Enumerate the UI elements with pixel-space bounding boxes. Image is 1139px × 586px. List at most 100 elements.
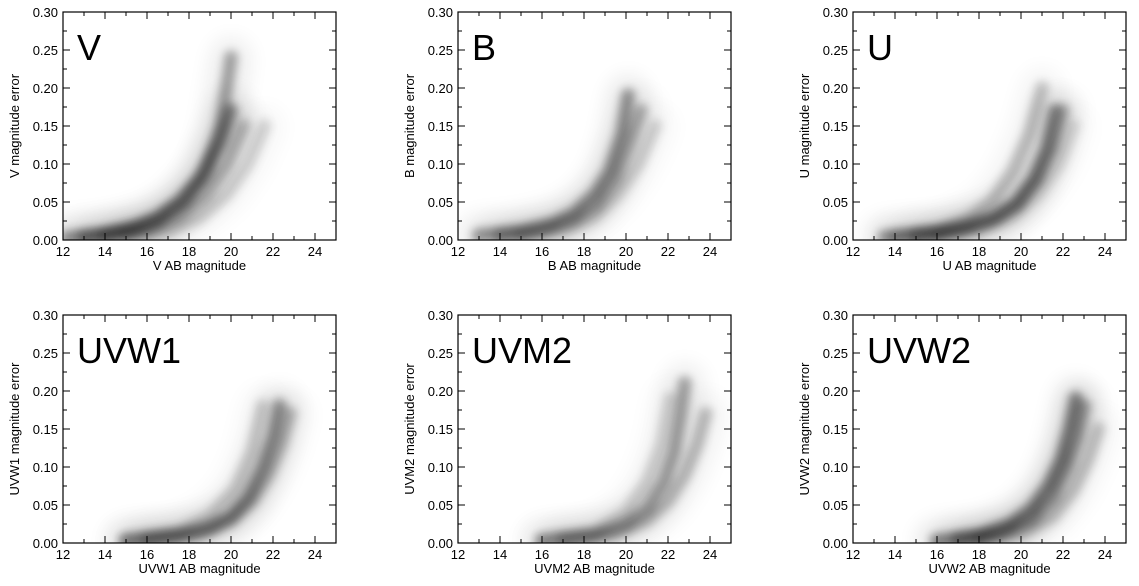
y-tick-label: 0.10 <box>33 157 58 172</box>
x-axis-title: UVW1 AB magnitude <box>138 561 260 576</box>
y-axis-title: V magnitude error <box>7 73 22 178</box>
x-tick-label: 14 <box>493 547 507 562</box>
y-tick-label: 0.05 <box>823 195 848 210</box>
y-tick-label: 0.05 <box>428 498 453 513</box>
x-axis-title: UVW2 AB magnitude <box>928 561 1050 576</box>
x-tick-label: 20 <box>1014 547 1028 562</box>
y-tick-label: 0.05 <box>823 498 848 513</box>
y-tick-label: 0.25 <box>823 346 848 361</box>
x-axis-title: V AB magnitude <box>153 258 246 273</box>
y-tick-label: 0.20 <box>428 81 453 96</box>
density-core-u-3 <box>934 123 1076 240</box>
y-tick-label: 0.05 <box>33 498 58 513</box>
x-tick-label: 24 <box>308 244 322 259</box>
y-axis-title: B magnitude error <box>402 73 417 178</box>
density-core-uvm2-2 <box>539 396 673 543</box>
y-axis-title: UVM2 magnitude error <box>402 363 417 495</box>
y-tick-label: 0.25 <box>428 346 453 361</box>
y-tick-label: 0.20 <box>823 81 848 96</box>
x-tick-label: 22 <box>266 547 280 562</box>
panel-b: 12 14 16 18 20 22 24 0.00 0.05 0.10 0.15 0.20 0.25 0.… <box>402 5 732 273</box>
x-tick-label: 20 <box>1014 244 1028 259</box>
band-label: UVW2 <box>867 330 971 371</box>
density-core-v-3 <box>123 123 268 240</box>
y-tick-label: 0.30 <box>33 308 58 323</box>
y-tick-label: 0.30 <box>428 5 453 20</box>
density-uvw2 <box>917 378 1119 543</box>
x-tick-label: 20 <box>619 244 633 259</box>
panel-uvw1: 12 14 16 18 20 22 24 0.00 0.05 0.10 0.15 0.20 0.25 0.… <box>7 308 337 576</box>
density-core-uvw1-1 <box>144 411 293 543</box>
x-axis-title: U AB magnitude <box>943 258 1037 273</box>
y-tick-label: 0.05 <box>428 195 453 210</box>
y-tick-label: 0.00 <box>33 233 58 248</box>
y-tick-label: 0.05 <box>33 195 58 210</box>
x-tick-label: 24 <box>703 244 717 259</box>
x-tick-label: 14 <box>493 244 507 259</box>
x-tick-label: 12 <box>56 547 70 562</box>
y-axis-title: U magnitude error <box>797 73 812 178</box>
band-label: UVW1 <box>77 330 181 371</box>
y-tick-label: 0.25 <box>428 43 453 58</box>
x-tick-label: 14 <box>98 244 112 259</box>
y-tick-label: 0.15 <box>33 422 58 437</box>
y-tick-label: 0.15 <box>823 119 848 134</box>
x-tick-label: 24 <box>703 547 717 562</box>
y-tick-label: 0.00 <box>428 233 453 248</box>
y-tick-label: 0.15 <box>428 422 453 437</box>
y-tick-label: 0.30 <box>428 308 453 323</box>
x-tick-label: 12 <box>451 547 465 562</box>
x-tick-label: 22 <box>661 547 675 562</box>
y-axis-title: UVW1 magnitude error <box>7 362 22 496</box>
x-tick-label: 12 <box>846 244 860 259</box>
y-tick-label: 0.00 <box>428 536 453 551</box>
x-tick-label: 14 <box>888 547 902 562</box>
x-tick-label: 18 <box>577 244 591 259</box>
x-tick-label: 20 <box>619 547 633 562</box>
x-tick-label: 12 <box>451 244 465 259</box>
x-tick-label: 24 <box>308 547 322 562</box>
y-tick-label: 0.00 <box>823 233 848 248</box>
x-tick-label: 22 <box>661 244 675 259</box>
y-tick-label: 0.30 <box>33 5 58 20</box>
x-axis-title: B AB magnitude <box>548 258 641 273</box>
y-tick-label: 0.10 <box>33 460 58 475</box>
x-tick-label: 20 <box>224 547 238 562</box>
x-tick-label: 16 <box>535 244 549 259</box>
y-tick-label: 0.10 <box>823 460 848 475</box>
density-uvm2 <box>522 363 726 543</box>
y-tick-label: 0.30 <box>823 308 848 323</box>
density-core-b-2 <box>518 123 658 240</box>
y-tick-label: 0.15 <box>823 422 848 437</box>
y-tick-label: 0.15 <box>428 119 453 134</box>
y-tick-label: 0.25 <box>823 43 848 58</box>
y-tick-label: 0.00 <box>823 536 848 551</box>
density-b <box>459 75 664 240</box>
panel-uvw2: 12 14 16 18 20 22 24 0.00 0.05 0.10 0.15 0.20 0.25 0.… <box>797 308 1127 576</box>
density-uvw1 <box>106 386 310 543</box>
x-tick-label: 18 <box>972 547 986 562</box>
y-tick-label: 0.20 <box>33 384 58 399</box>
density-u <box>864 68 1083 240</box>
x-tick-label: 16 <box>930 244 944 259</box>
y-tick-label: 0.25 <box>33 43 58 58</box>
x-tick-label: 24 <box>1098 547 1112 562</box>
x-tick-label: 18 <box>182 244 196 259</box>
density-core-uvw1-2 <box>123 403 265 543</box>
x-tick-label: 22 <box>1056 244 1070 259</box>
y-tick-label: 0.20 <box>428 384 453 399</box>
y-tick-label: 0.10 <box>823 157 848 172</box>
y-tick-label: 0.30 <box>823 5 848 20</box>
y-axis-title: UVW2 magnitude error <box>797 362 812 496</box>
band-label: V <box>77 27 101 68</box>
density-core-uvm2-1 <box>560 411 709 543</box>
x-tick-label: 20 <box>224 244 238 259</box>
x-tick-label: 24 <box>1098 244 1112 259</box>
panel-uvm2: 12 14 16 18 20 22 24 0.00 0.05 0.10 0.15 0.20 0.25 0.… <box>402 308 732 576</box>
x-tick-label: 18 <box>182 547 196 562</box>
x-tick-label: 14 <box>98 547 112 562</box>
x-tick-label: 16 <box>140 547 154 562</box>
y-tick-label: 0.25 <box>33 346 58 361</box>
y-tick-label: 0.20 <box>33 81 58 96</box>
